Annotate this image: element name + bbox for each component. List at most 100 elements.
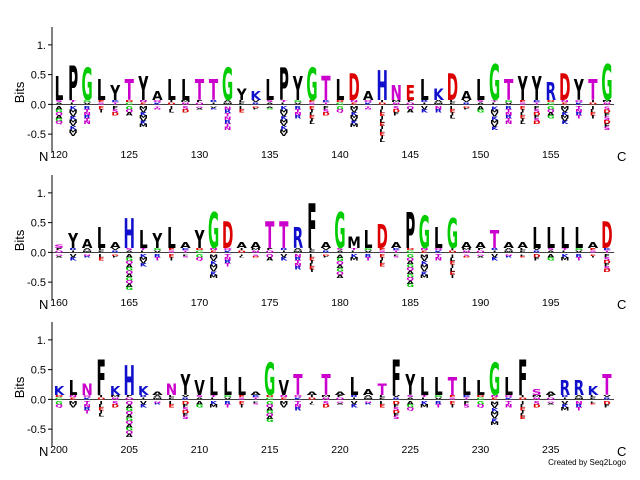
logo-letter: Y — [67, 230, 78, 254]
logo-letter: F — [392, 351, 401, 407]
logo-negative-letter: S — [604, 257, 610, 262]
logo-letter: R — [574, 377, 584, 401]
logo-negative-letter: I — [310, 118, 313, 123]
logo-negative-letter: N — [505, 254, 513, 256]
logo-letter: L — [420, 74, 429, 107]
logo-letter: A — [461, 90, 472, 104]
n-terminus-label: N — [39, 444, 48, 459]
logo-letter: Y — [152, 230, 163, 254]
logo-negative-letter: F — [253, 107, 259, 109]
logo-negative-letter: M — [560, 115, 569, 120]
logo-letter: K — [138, 385, 150, 399]
logo-letter: L — [420, 373, 429, 401]
logo-small-letter: A — [196, 397, 204, 400]
logo-negative-letter: M — [139, 115, 148, 120]
logo-negative-letter: Q — [336, 270, 344, 276]
logo-letter: T — [504, 74, 514, 107]
logo-negative-letter: L — [98, 404, 104, 409]
logo-negative-letter: L — [590, 401, 596, 403]
logo-negative-letter: E — [379, 263, 385, 268]
logo-small-letter: I — [380, 99, 384, 102]
y-tick-label: 0.0 — [31, 394, 46, 406]
logo-small-letter: R — [69, 247, 77, 250]
logo-negative-letter: A — [407, 260, 415, 266]
logo-negative-letter: V — [491, 122, 499, 128]
logo-negative-letter: K — [421, 109, 429, 114]
logo-negative-letter: T — [225, 263, 231, 268]
logo-letter: R — [546, 78, 557, 106]
logo-negative-letter: Q — [125, 420, 133, 426]
logo-letter: L — [139, 226, 148, 254]
x-tick-label: 200 — [50, 444, 68, 456]
logo-negative-letter: Q — [55, 254, 63, 256]
logo-small-letter: R — [139, 394, 147, 397]
logo-negative-letter: R — [224, 401, 232, 406]
logo-negative-letter: E — [379, 131, 385, 137]
logo-small-letter: F — [477, 247, 484, 250]
logo-negative-letter: I — [310, 260, 313, 265]
logo-small-letter: G — [476, 397, 484, 400]
logo-negative-letter: V — [210, 106, 218, 108]
logo-negative-letter: K — [70, 257, 78, 262]
logo-letter: G — [334, 204, 345, 260]
logo-negative-letter: N — [364, 401, 372, 403]
logo-small-letter: G — [294, 99, 302, 102]
x-tick-label: 170 — [191, 297, 209, 309]
logo-negative-letter: F — [604, 263, 610, 268]
logo-small-letter: K — [182, 247, 190, 250]
logo-column-164: RVA DF — [110, 241, 121, 258]
logo-small-letter: K — [505, 397, 513, 400]
logo-negative-letter: Q — [125, 109, 133, 114]
logo-small-letter: D — [266, 394, 274, 397]
logo-letter: N — [81, 380, 92, 400]
logo-letter: G — [208, 204, 219, 260]
logo-letter: Y — [138, 70, 149, 108]
logo-negative-letter: A — [56, 106, 64, 111]
logo-small-letter: S — [308, 102, 315, 105]
logo-negative-letter: E — [379, 112, 385, 118]
logo-small-letter: L — [238, 99, 245, 102]
logo-small-letter: T — [491, 99, 498, 102]
x-tick-label: 220 — [331, 444, 349, 456]
logo-letter: P — [68, 58, 78, 112]
y-tick-label: -0.5 — [27, 424, 46, 436]
logo-small-letter: F — [449, 102, 456, 105]
logo-negative-letter: S — [604, 266, 610, 271]
logo-small-letter: S — [449, 397, 456, 400]
logo-letter: E — [406, 82, 415, 106]
logo-letter: T — [195, 74, 205, 107]
logo-negative-letter: D — [463, 255, 471, 257]
logo-negative-letter: R — [505, 106, 513, 111]
logo-panel-2: -0.5 0.0 0.5 1. Bits N C 160 165 170 175 180 185 190 1… — [12, 175, 626, 312]
logo-small-letter: A — [435, 99, 443, 102]
logo-negative-letter: M — [420, 274, 429, 280]
logo-small-letter: A — [224, 99, 232, 102]
logo-letter: F — [518, 351, 527, 407]
logo-negative-letter: R — [294, 115, 302, 120]
logo-small-letter: D — [589, 102, 597, 105]
logo-negative-letter: G — [266, 419, 274, 424]
logo-letter: A — [82, 238, 93, 252]
logo-small-letter: N — [139, 99, 147, 102]
logo-negative-letter: I — [381, 125, 384, 131]
logo-small-letter: A — [266, 102, 274, 105]
logo-letter: A — [475, 241, 486, 250]
logo-letter: P — [279, 58, 289, 111]
logo-negative-letter: I — [521, 109, 524, 114]
